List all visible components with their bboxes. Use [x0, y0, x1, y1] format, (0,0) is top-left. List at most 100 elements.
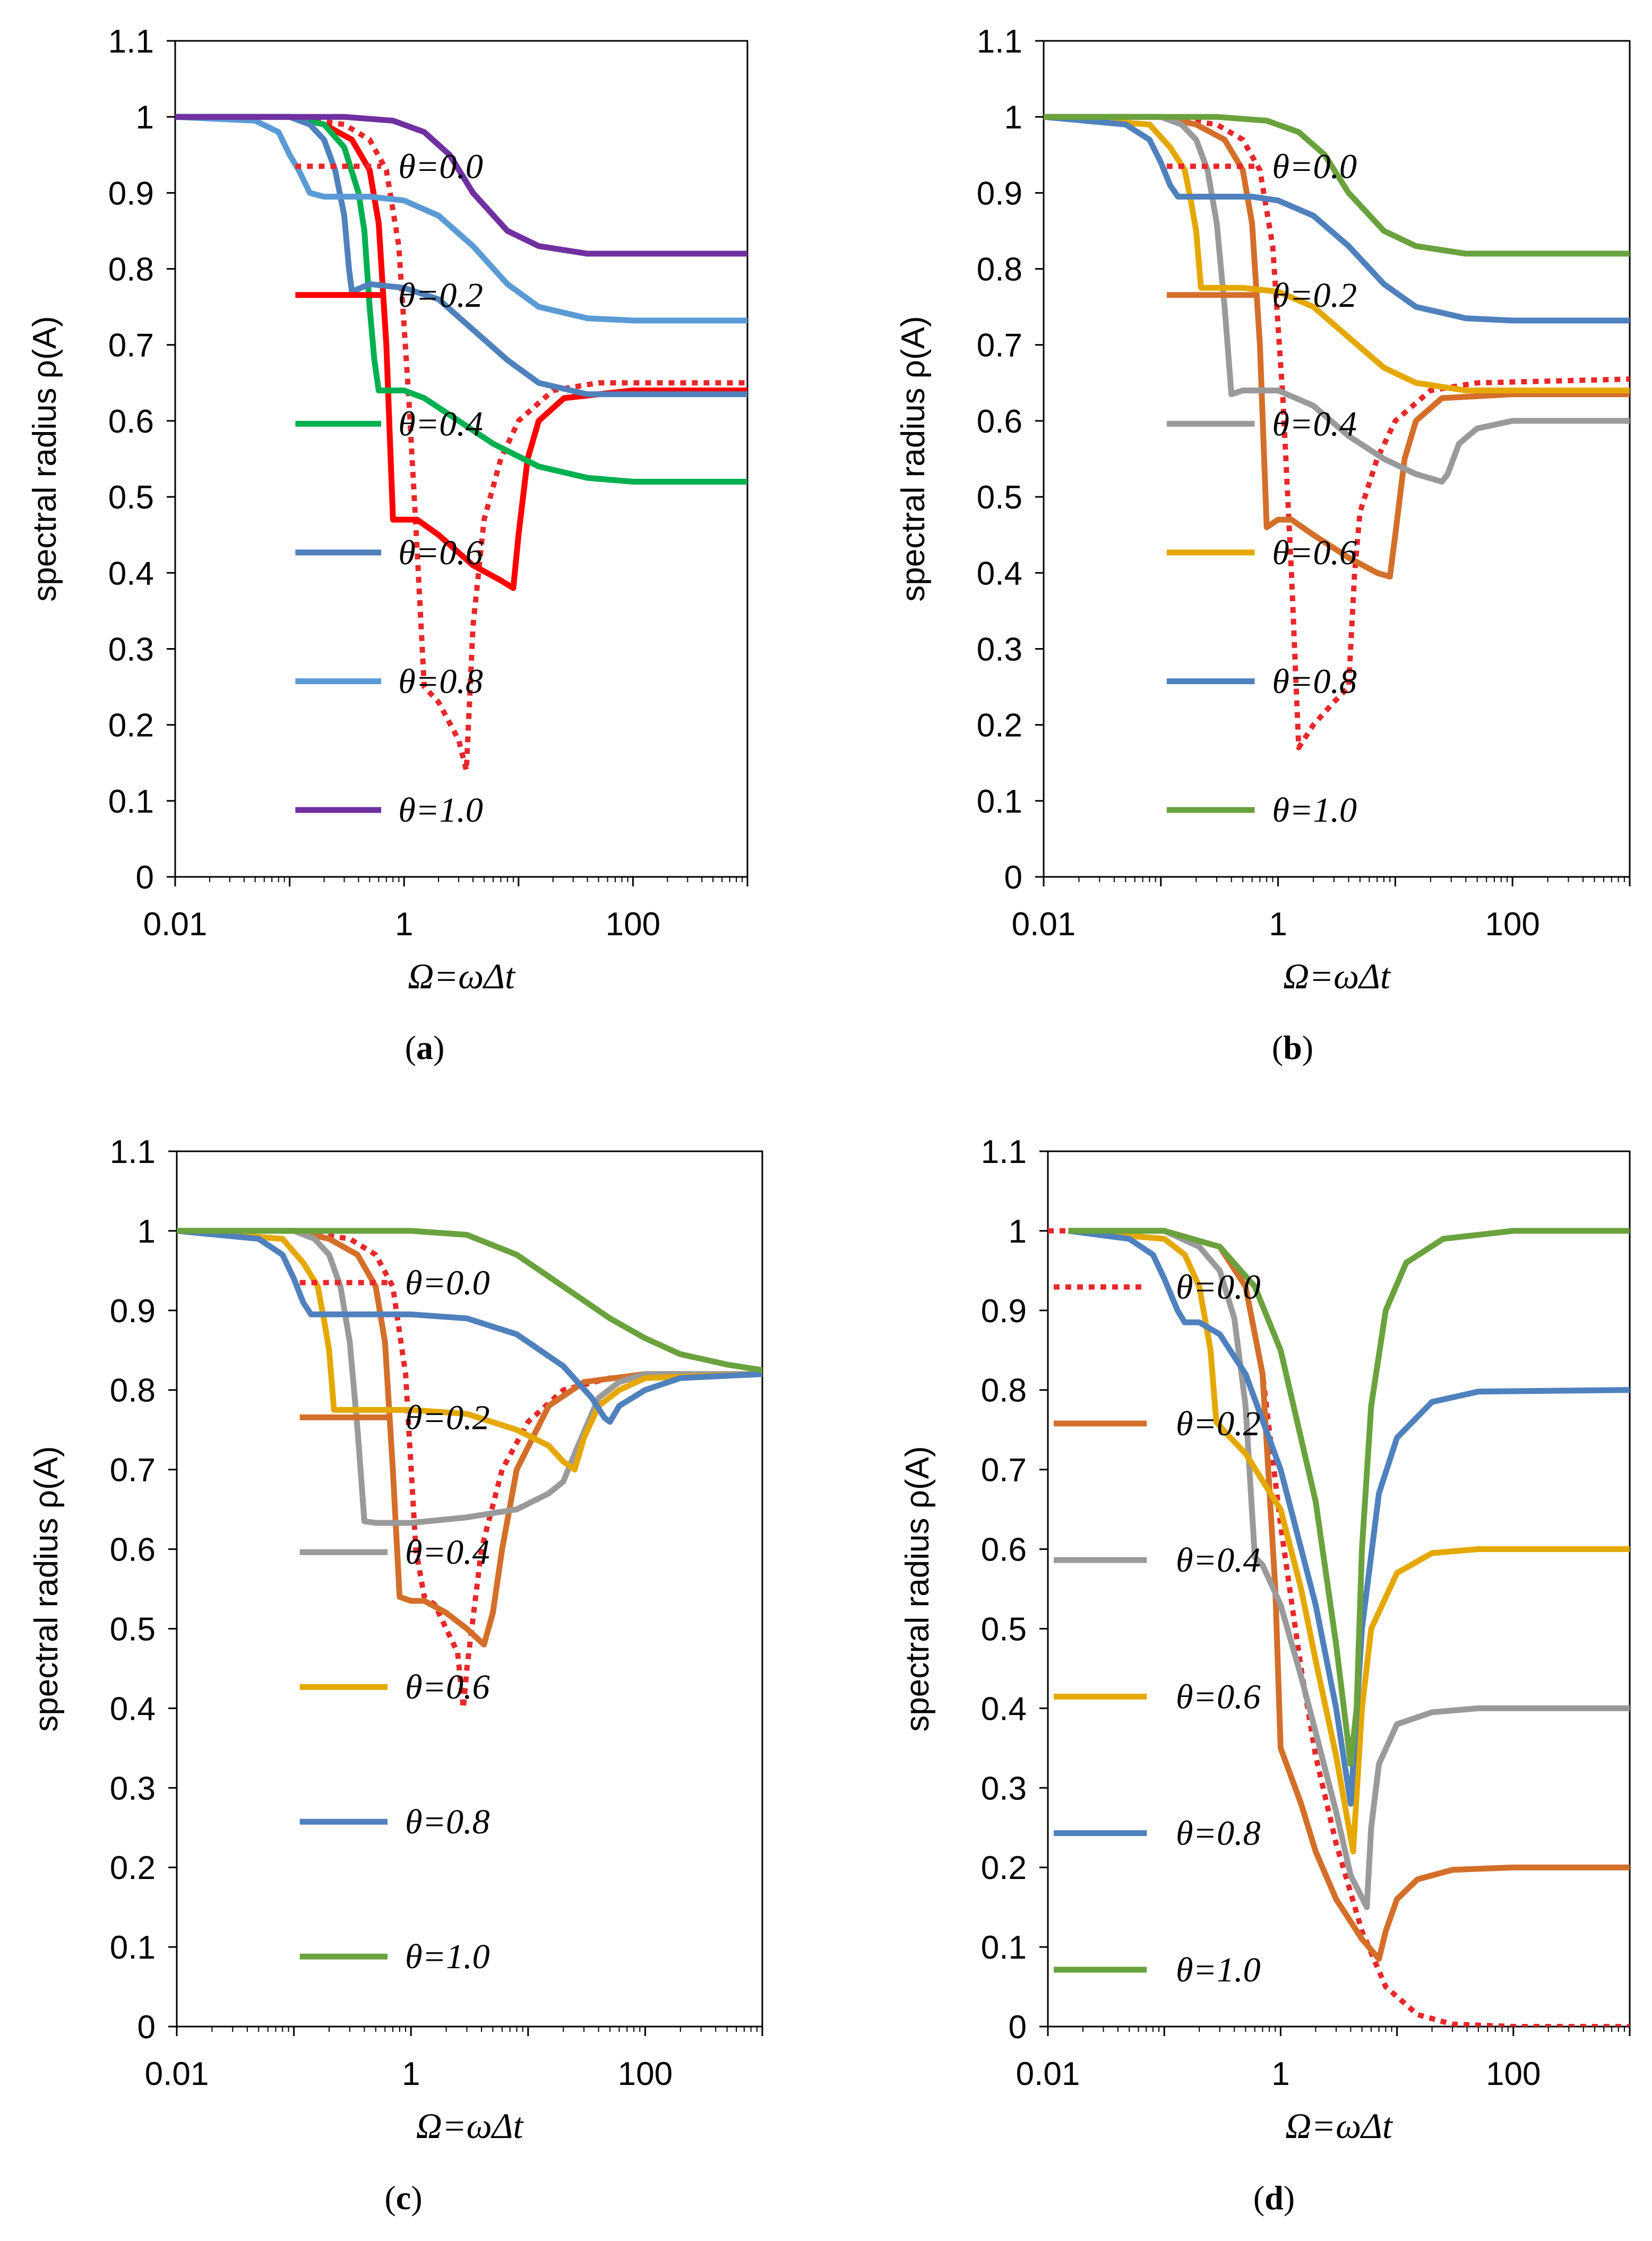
legend-label-4: θ=0.8: [1272, 662, 1357, 701]
y-axis-title: spectral radius ρ(A): [28, 1446, 65, 1731]
x-tick-label: 0.01: [1012, 906, 1076, 943]
y-tick-label: 0.9: [977, 175, 1022, 212]
caption-open-paren: (: [1253, 2179, 1264, 2217]
series-line-3: [177, 1228, 762, 1473]
y-tick-label: 0.6: [108, 403, 154, 440]
plot-frame: [174, 40, 748, 878]
caption-close-paren: ): [433, 1029, 444, 1066]
legend-label-1: θ=0.2: [1272, 276, 1357, 315]
chart-panel-b: 0 0.1 0.2 0.3 0.4 0.5 0.6 0.7 0.8 0.9 1 1.1 0.01 1 100…: [895, 23, 1631, 1066]
series-line-1: [1044, 114, 1630, 580]
y-tick-label: 0.5: [981, 1611, 1027, 1648]
panel-caption: (a): [405, 1029, 445, 1066]
legend-label-5: θ=1.0: [405, 1937, 489, 1976]
chart-panel-d: 0 0.1 0.2 0.3 0.4 0.5 0.6 0.7 0.8 0.9 1 1.1 0.01 1 100…: [899, 1134, 1631, 2217]
y-tick-label: 0.3: [108, 631, 154, 668]
series-line-5: [1044, 114, 1630, 257]
y-tick-label: 0: [137, 2009, 156, 2046]
y-tick-label: 0.9: [110, 1293, 156, 1330]
y-tick-label: 1: [137, 1213, 156, 1250]
caption-close-paren: ): [411, 2179, 422, 2217]
legend-label-2: θ=0.4: [398, 404, 483, 443]
x-tick-label: 0.01: [145, 2056, 209, 2092]
y-tick-label: 0.8: [981, 1373, 1027, 1409]
series-line-0: [177, 1228, 762, 1711]
y-tick-label: 0.6: [110, 1532, 156, 1568]
series-line-0: [1044, 114, 1630, 751]
panel-caption: (b): [1272, 1029, 1313, 1066]
y-tick-label: 0: [1009, 2009, 1027, 2046]
x-axis-title: Ω=ωΔt: [408, 956, 516, 996]
legend-label-5: θ=1.0: [1272, 791, 1357, 830]
legend-label-4: θ=0.8: [1176, 1814, 1260, 1853]
legend-label-0: θ=0.0: [405, 1263, 489, 1302]
y-tick-label: 0.4: [108, 555, 154, 592]
y-tick-label: 0.3: [977, 631, 1022, 668]
caption-letter: b: [1283, 1029, 1302, 1066]
series-line-1: [1068, 1228, 1630, 1962]
series-group: [1048, 1228, 1630, 2027]
caption-letter: c: [396, 2179, 411, 2217]
y-tick-label: 0.8: [108, 252, 154, 288]
series-line-2: [177, 1228, 762, 1526]
y-tick-label: 1.1: [977, 23, 1022, 60]
panel-caption: (d): [1253, 2179, 1295, 2217]
legend-label-5: θ=1.0: [1176, 1951, 1260, 1989]
legend-label-1: θ=0.2: [405, 1398, 489, 1437]
caption-open-paren: (: [405, 1029, 416, 1066]
y-tick-label: 0.2: [108, 708, 154, 744]
y-tick-label: 0.8: [110, 1373, 156, 1409]
y-tick-label: 0: [1004, 859, 1022, 896]
y-tick-label: 1.1: [981, 1134, 1027, 1170]
y-tick-label: 0.7: [110, 1452, 156, 1489]
y-tick-label: 0.2: [977, 708, 1022, 744]
series-line-4: [1068, 1228, 1630, 1807]
series-line-0: [175, 114, 747, 773]
x-axis-title: Ω=ωΔt: [1283, 956, 1391, 996]
y-tick-label: 0.1: [108, 783, 154, 820]
y-tick-label: 0.2: [981, 1850, 1027, 1886]
y-tick-label: 0.5: [977, 479, 1022, 516]
y-tick-label: 0.4: [110, 1691, 156, 1727]
series-line-2: [1044, 114, 1630, 485]
y-tick-label: 1: [136, 99, 154, 136]
x-tick-label: 0.01: [1016, 2056, 1080, 2092]
legend-label-3: θ=0.6: [398, 533, 483, 572]
legend-label-0: θ=0.0: [1176, 1268, 1260, 1307]
legend-label-5: θ=1.0: [398, 791, 483, 830]
y-tick-label: 0.2: [110, 1850, 156, 1886]
y-axis-title: spectral radius ρ(A): [895, 316, 932, 601]
legend-label-3: θ=0.6: [405, 1668, 489, 1706]
series-line-1: [177, 1228, 762, 1648]
x-tick-label: 1: [402, 2056, 420, 2092]
panel-caption: (c): [384, 2179, 422, 2217]
caption-open-paren: (: [1272, 1029, 1283, 1066]
legend-label-2: θ=0.4: [1176, 1541, 1260, 1580]
y-tick-label: 0.9: [981, 1293, 1027, 1330]
x-tick-label: 100: [1485, 906, 1539, 943]
chart-panel-a: 0 0.1 0.2 0.3 0.4 0.5 0.6 0.7 0.8 0.9 1 1.1 0.01 1 100…: [27, 23, 748, 1066]
plot-frame: [1047, 1150, 1631, 2028]
series-group: [175, 114, 747, 773]
caption-letter: a: [416, 1029, 433, 1066]
caption-letter: d: [1264, 2179, 1284, 2217]
legend-label-3: θ=0.6: [1272, 533, 1357, 572]
y-tick-label: 0: [136, 859, 154, 896]
y-tick-label: 1: [1009, 1213, 1027, 1250]
legend-label-2: θ=0.4: [1272, 404, 1357, 443]
y-tick-label: 0.3: [110, 1770, 156, 1807]
x-tick-label: 100: [1486, 2056, 1541, 2092]
legend-label-0: θ=0.0: [1272, 147, 1357, 186]
plot-frame: [1043, 40, 1631, 878]
y-tick-label: 0.5: [108, 479, 154, 516]
x-tick-label: 100: [606, 906, 660, 943]
series-line-2: [1068, 1228, 1630, 1910]
x-axis-title: Ω=ωΔt: [416, 2106, 524, 2146]
legend-label-4: θ=0.8: [398, 662, 483, 701]
series-line-5: [177, 1228, 762, 1373]
y-tick-label: 0.6: [981, 1532, 1027, 1568]
legend-label-2: θ=0.4: [405, 1533, 489, 1572]
y-axis-title: spectral radius ρ(A): [899, 1446, 936, 1731]
plot-frame: [176, 1150, 763, 2028]
